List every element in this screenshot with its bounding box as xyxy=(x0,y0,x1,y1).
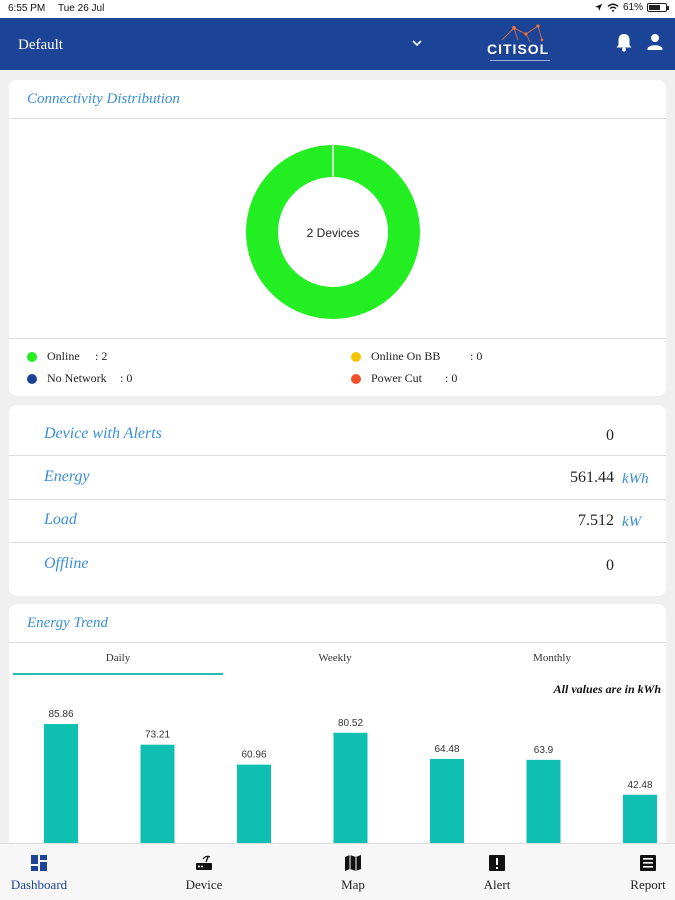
alert-icon xyxy=(488,854,506,872)
bell-icon[interactable] xyxy=(615,32,635,52)
chart-bar xyxy=(140,744,175,844)
donut-center-label: 2 Devices xyxy=(307,226,360,240)
location-icon xyxy=(594,3,603,12)
load-unit: kW xyxy=(622,514,642,530)
device-with-alerts-label[interactable]: Device with Alerts xyxy=(44,425,162,442)
divider xyxy=(9,338,666,339)
bar-value-label: 42.48 xyxy=(627,780,652,791)
divider xyxy=(9,642,666,643)
bar-value-label: 64.48 xyxy=(434,744,459,755)
logo-text: CITISOL xyxy=(487,41,550,57)
bar-value-label: 85.86 xyxy=(48,709,73,720)
nav-label: Alert xyxy=(483,877,511,892)
offline-value: 0 xyxy=(606,557,614,574)
online-on-bb-dot-icon xyxy=(351,351,361,362)
citisol-logo: CITISOL xyxy=(482,20,558,66)
app-header: Default CITISOL xyxy=(0,18,675,70)
chart-bar xyxy=(623,794,657,844)
bar-value-label: 63.9 xyxy=(534,745,554,756)
legend-no-network-value: : 0 xyxy=(120,371,133,385)
energy-label[interactable]: Energy xyxy=(44,468,90,485)
connectivity-title: Connectivity Distribution xyxy=(27,91,180,107)
legend-online-on-bb: Online On BB xyxy=(351,349,440,364)
nav-label: Dashboard xyxy=(10,877,68,892)
nav-report[interactable]: Report xyxy=(610,844,675,900)
nav-device[interactable]: Device xyxy=(165,844,243,900)
load-value: 7.512 xyxy=(578,512,614,529)
chart-bar xyxy=(44,724,78,844)
legend-online-value: : 2 xyxy=(95,349,108,363)
energy-trend-bar-chart: 85.86 73.21 60.96 80.52 64.48 63.9 42.48 xyxy=(44,709,657,844)
status-right: 61% xyxy=(594,2,669,13)
router-icon xyxy=(195,854,213,872)
units-note: All values are in kWh xyxy=(553,682,661,696)
bar-value-label: 80.52 xyxy=(338,718,363,729)
chart-bar xyxy=(333,732,368,844)
offline-label[interactable]: Offline xyxy=(44,555,89,572)
map-icon xyxy=(344,854,362,872)
battery-percent: 61% xyxy=(622,2,643,13)
battery-fill xyxy=(649,5,660,10)
chart-bar xyxy=(430,758,464,844)
status-time: 6:55 PM xyxy=(8,3,46,14)
status-date: Tue 26 Jul xyxy=(58,3,105,14)
nav-alert[interactable]: Alert xyxy=(458,844,536,900)
bottom-nav: Dashboard Device Map Alert Report xyxy=(0,843,675,900)
legend-label: Online On BB xyxy=(371,349,441,363)
legend-label: Power Cut xyxy=(371,371,422,385)
bar-value-label: 60.96 xyxy=(241,750,266,761)
chart-bar xyxy=(526,759,561,844)
chevron-down-icon[interactable] xyxy=(412,36,422,50)
device-with-alerts-value: 0 xyxy=(606,427,614,444)
report-icon xyxy=(639,854,657,872)
tab-daily[interactable]: Daily xyxy=(105,652,131,664)
nav-label: Device xyxy=(185,877,223,892)
stats-card: Device with Alerts 0 Energy 561.44 kWh L… xyxy=(9,405,666,596)
legend-online: Online xyxy=(27,349,80,364)
energy-trend-card: Energy Trend Daily Weekly Monthly All va… xyxy=(9,604,666,864)
connectivity-donut-chart: 2 Devices xyxy=(246,145,420,319)
legend-power-cut: Power Cut xyxy=(351,371,422,386)
user-icon[interactable] xyxy=(646,32,666,52)
bar-value-label: 73.21 xyxy=(145,730,170,741)
status-bar: 6:55 PM Tue 26 Jul 61% xyxy=(0,0,675,18)
active-tab-indicator xyxy=(13,673,223,675)
divider xyxy=(9,499,666,500)
site-selector[interactable]: Default xyxy=(18,37,63,53)
energy-unit: kWh xyxy=(622,471,649,487)
legend-power-cut-value: : 0 xyxy=(445,371,458,385)
divider xyxy=(9,118,666,119)
energy-value: 561.44 xyxy=(570,469,614,486)
no-network-dot-icon xyxy=(27,373,37,384)
load-label[interactable]: Load xyxy=(44,511,77,528)
tab-monthly[interactable]: Monthly xyxy=(533,652,571,664)
energy-trend-title: Energy Trend xyxy=(27,615,108,631)
connectivity-card: Connectivity Distribution 2 Devices Onli… xyxy=(9,80,666,396)
tab-weekly[interactable]: Weekly xyxy=(318,652,352,664)
nav-dashboard[interactable]: Dashboard xyxy=(0,844,78,900)
legend-no-network: No Network xyxy=(27,371,107,386)
nav-label: Map xyxy=(341,877,365,892)
legend-label: Online xyxy=(47,349,80,363)
dashboard-icon xyxy=(30,854,48,872)
online-dot-icon xyxy=(27,351,37,362)
wifi-icon xyxy=(607,3,619,12)
nav-label: Report xyxy=(630,877,666,892)
battery-icon xyxy=(647,3,669,12)
nav-map[interactable]: Map xyxy=(314,844,392,900)
legend-label: No Network xyxy=(47,371,107,385)
divider xyxy=(9,455,666,456)
power-cut-dot-icon xyxy=(351,373,361,384)
chart-bar xyxy=(237,764,271,844)
legend-online-on-bb-value: : 0 xyxy=(470,349,483,363)
divider xyxy=(9,542,666,543)
